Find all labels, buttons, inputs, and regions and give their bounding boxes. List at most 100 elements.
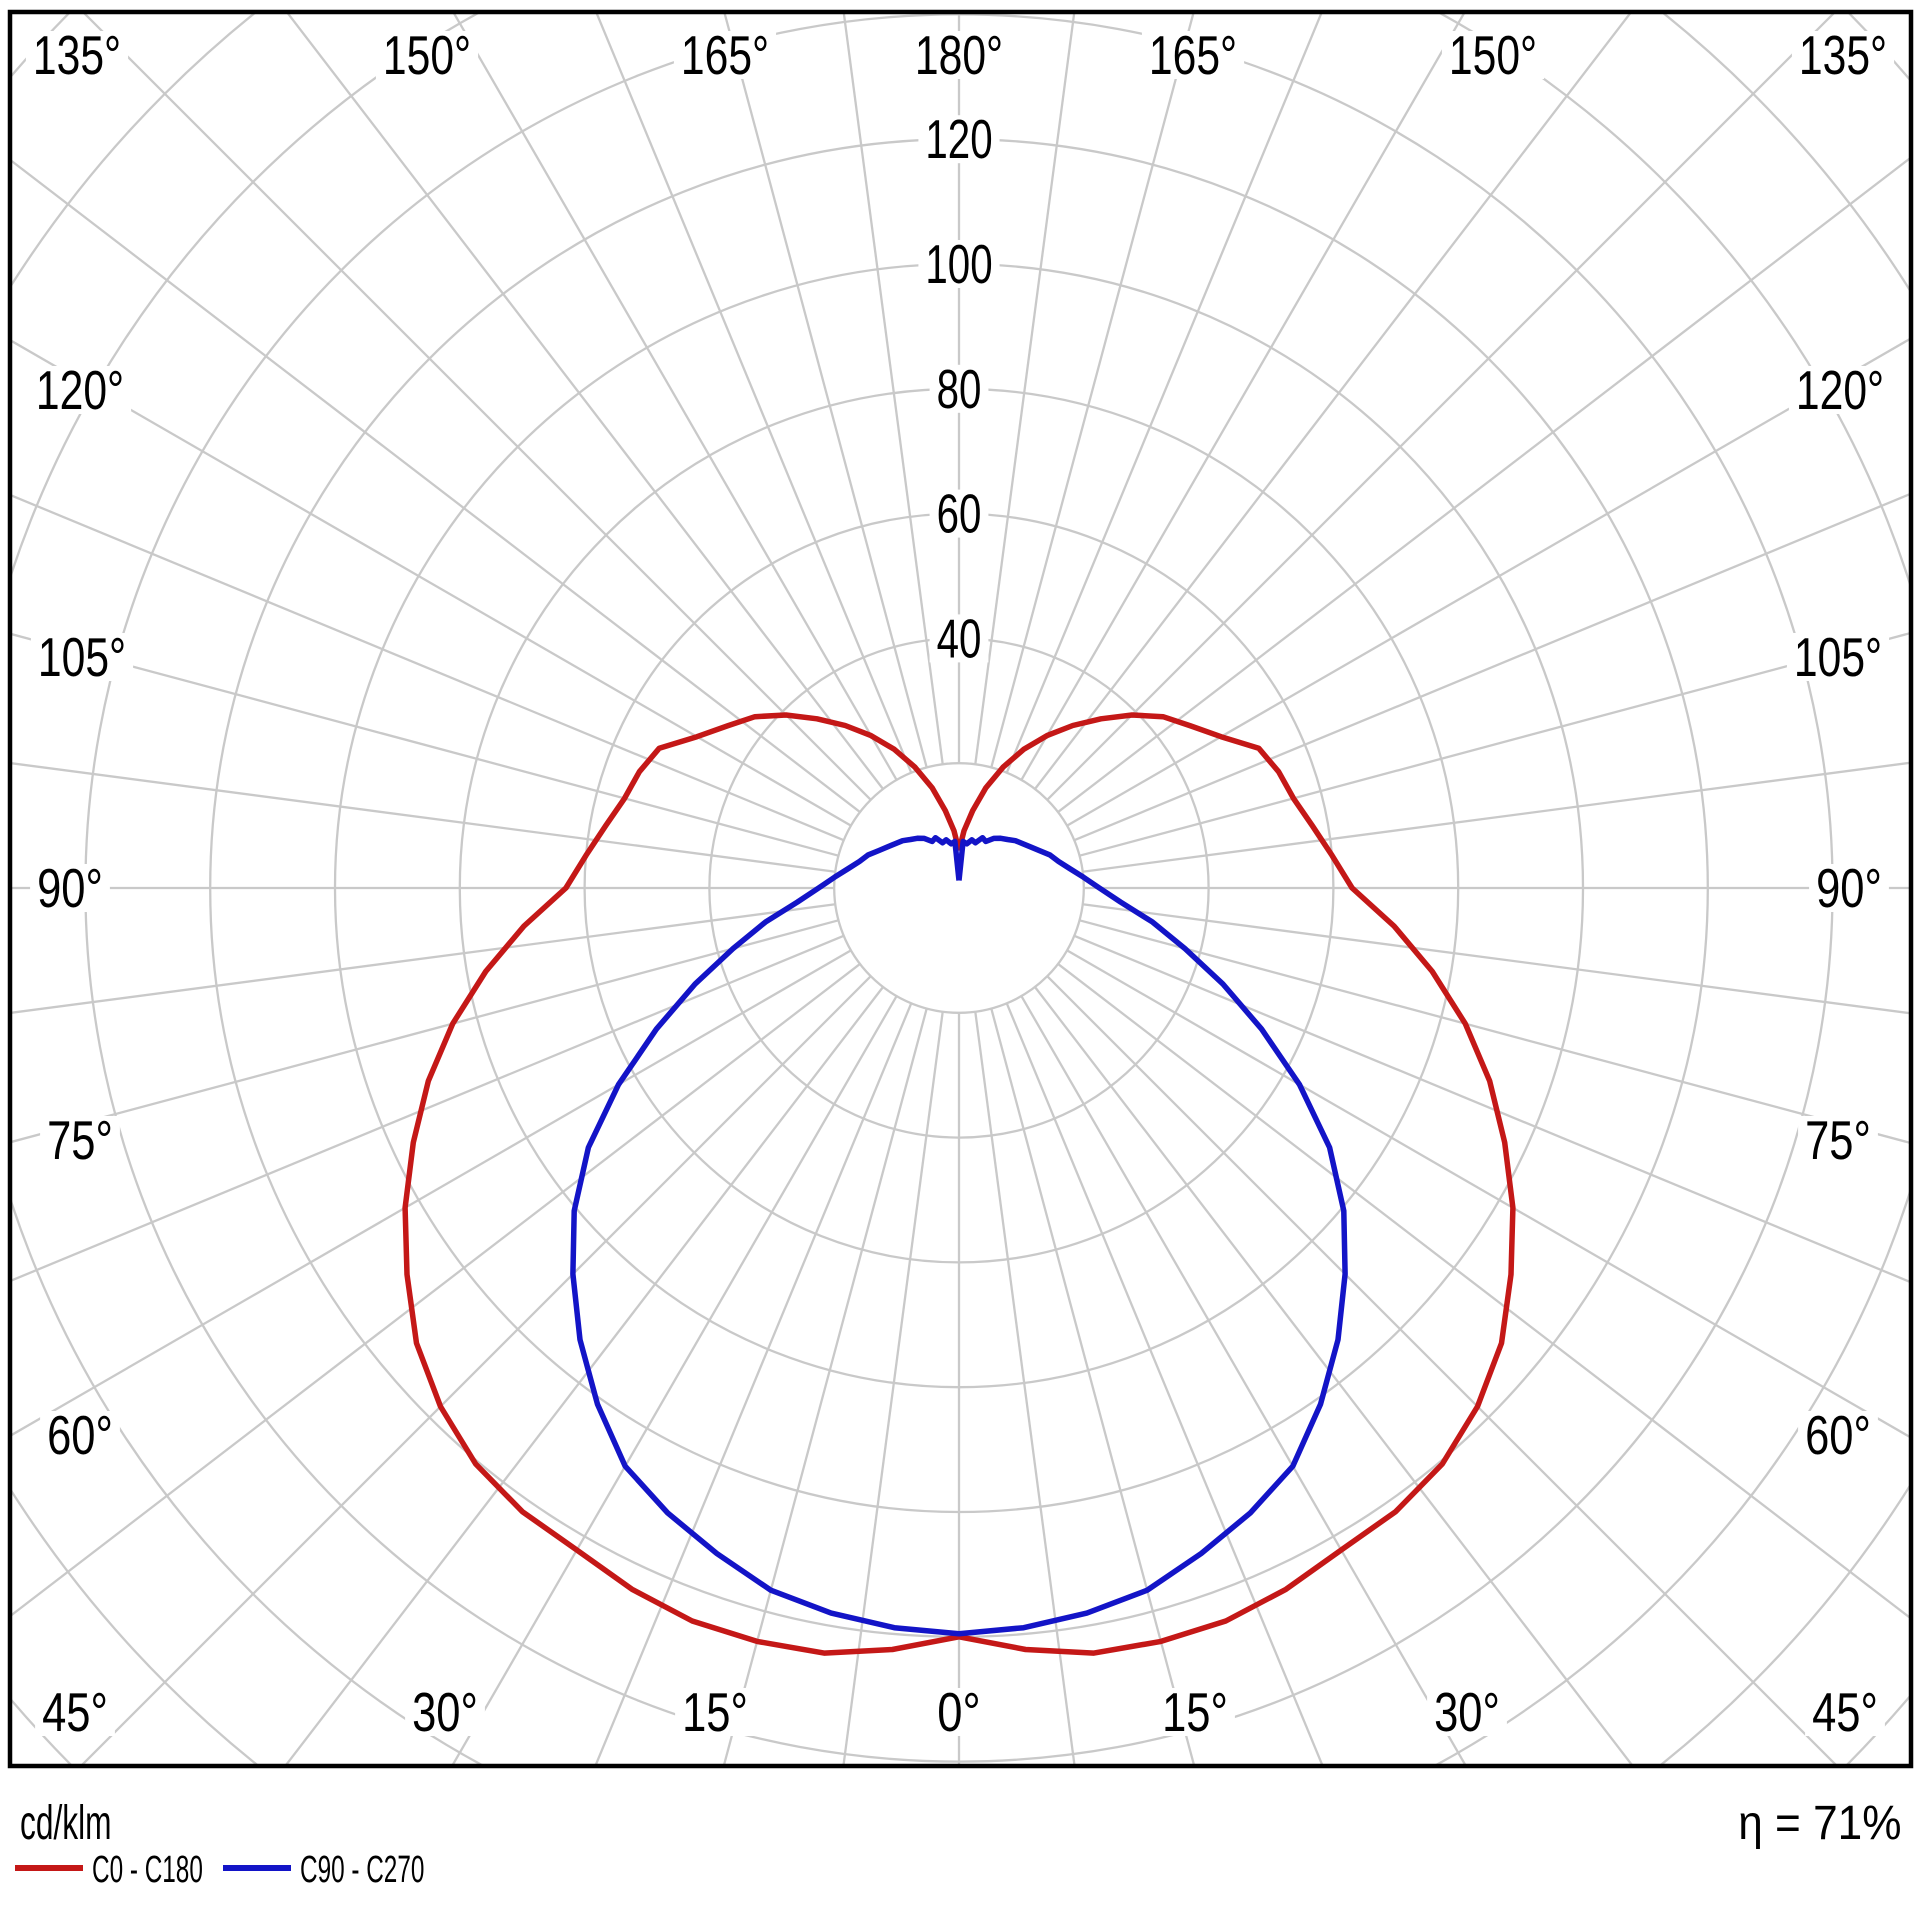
angle-label-bottom: 30°: [1434, 1681, 1500, 1743]
grid-spoke: [1034, 986, 1633, 1764]
grid-spoke: [974, 14, 1076, 765]
grid-spoke: [1079, 632, 1909, 857]
label-mask: [1798, 1411, 1878, 1459]
angle-label-top: 165°: [681, 24, 769, 86]
grid-spoke: [594, 1002, 913, 1764]
angle-label-right: 60°: [1805, 1404, 1871, 1466]
label-mask: [25, 31, 129, 79]
label-mask: [28, 366, 132, 414]
label-mask: [1427, 1688, 1507, 1736]
grid-spoke: [1066, 338, 1909, 827]
legend-swatch-c90-c270: [223, 1865, 291, 1871]
efficiency-label: η = 71%: [1737, 1797, 1901, 1850]
grid-ring: [833, 762, 1085, 1014]
label-mask: [1798, 1116, 1878, 1164]
angle-label-left: 105°: [38, 626, 126, 688]
radial-tick-label: 40: [937, 607, 982, 669]
units-label: cd/klm: [20, 1797, 112, 1850]
grid-spoke: [1005, 1002, 1324, 1764]
angle-label-top: 150°: [1449, 24, 1537, 86]
grid-spoke: [1066, 949, 1909, 1438]
angle-label-right: 120°: [1796, 359, 1884, 421]
radial-tick-label: 60: [937, 483, 982, 545]
grid-spoke: [1046, 975, 1837, 1764]
label-mask: [929, 614, 989, 663]
label-mask: [1786, 633, 1890, 681]
label-mask: [1155, 1688, 1235, 1736]
grid-spoke: [1082, 903, 1909, 1015]
label-mask: [675, 1688, 755, 1736]
angle-label-bottom: 0°: [937, 1681, 980, 1743]
legend-label-c90-c270: C90 - C270: [300, 1849, 425, 1891]
angle-label-left: 60°: [47, 1404, 113, 1466]
label-mask: [929, 364, 989, 413]
angle-label-right: 105°: [1794, 626, 1882, 688]
grid-spoke: [1079, 919, 1909, 1144]
label-mask: [918, 115, 1000, 164]
angle-label-bottom: 30°: [412, 1681, 478, 1743]
grid-spoke: [1073, 934, 1909, 1283]
angle-label-left: 90°: [37, 857, 103, 919]
grid-spoke: [1057, 963, 1909, 1619]
label-mask: [30, 864, 110, 912]
label-mask: [1441, 31, 1545, 79]
angle-label-top: 135°: [1799, 24, 1887, 86]
label-mask: [35, 1688, 115, 1736]
label-mask: [375, 31, 479, 79]
grid-spoke: [81, 975, 872, 1764]
radial-tick-label: 120: [925, 108, 992, 170]
grid-spoke: [723, 1008, 928, 1764]
angle-label-bottom: 15°: [682, 1681, 748, 1743]
grid-spoke: [12, 339, 852, 827]
grid-spoke: [1073, 493, 1909, 842]
label-mask: [30, 633, 134, 681]
curve-c0-c180: [402, 712, 1516, 1656]
grid-spoke: [12, 762, 836, 873]
grid-spoke: [1034, 14, 1632, 790]
plot-border: [7, 9, 1914, 1769]
grid-spoke: [453, 14, 898, 781]
angle-label-bottom: 45°: [42, 1681, 108, 1743]
angle-label-left: 120°: [36, 359, 124, 421]
angle-label-top: 135°: [33, 24, 121, 86]
grid-spoke: [1005, 14, 1323, 774]
label-mask: [1805, 1688, 1885, 1736]
angle-label-top: 180°: [915, 24, 1003, 86]
grid-spoke: [990, 14, 1195, 768]
label-mask: [929, 489, 989, 538]
grid-spoke: [842, 14, 944, 765]
grid-spoke: [12, 903, 836, 1014]
legend-label-c0-c180: C0 - C180: [92, 1849, 203, 1891]
grid-spoke: [595, 14, 913, 774]
grid-spoke: [1020, 995, 1467, 1764]
curve-c90-c270: [570, 834, 1348, 1637]
grid-spoke: [12, 159, 861, 813]
grid-spoke: [1082, 761, 1909, 873]
grid-spoke: [12, 919, 839, 1143]
label-mask: [907, 31, 1011, 79]
radial-tick-label: 100: [925, 233, 992, 295]
label-mask: [405, 1688, 485, 1736]
grid-spoke: [1020, 14, 1465, 781]
angle-label-bottom: 45°: [1812, 1681, 1878, 1743]
grid-spoke: [12, 963, 861, 1617]
label-mask: [40, 1411, 120, 1459]
label-mask: [1809, 864, 1889, 912]
label-mask: [1141, 31, 1245, 79]
grid-spoke: [974, 1011, 1076, 1764]
grid-spoke: [285, 986, 884, 1764]
label-mask: [40, 1116, 120, 1164]
label-mask: [1788, 366, 1892, 414]
grid-spoke: [451, 995, 898, 1764]
grid-spoke: [12, 494, 845, 842]
angle-label-right: 90°: [1816, 857, 1882, 919]
radial-tick-label: 80: [937, 358, 982, 420]
grid-spoke: [723, 14, 928, 768]
grid-spoke: [1057, 157, 1909, 813]
grid-labels: 135° 150° 165° 180° 165° 150° 135° 120° 105° 90° 7…: [25, 24, 1895, 1743]
grid-spoke: [990, 1008, 1195, 1764]
grid-spoke: [286, 14, 884, 790]
label-mask: [1791, 31, 1895, 79]
